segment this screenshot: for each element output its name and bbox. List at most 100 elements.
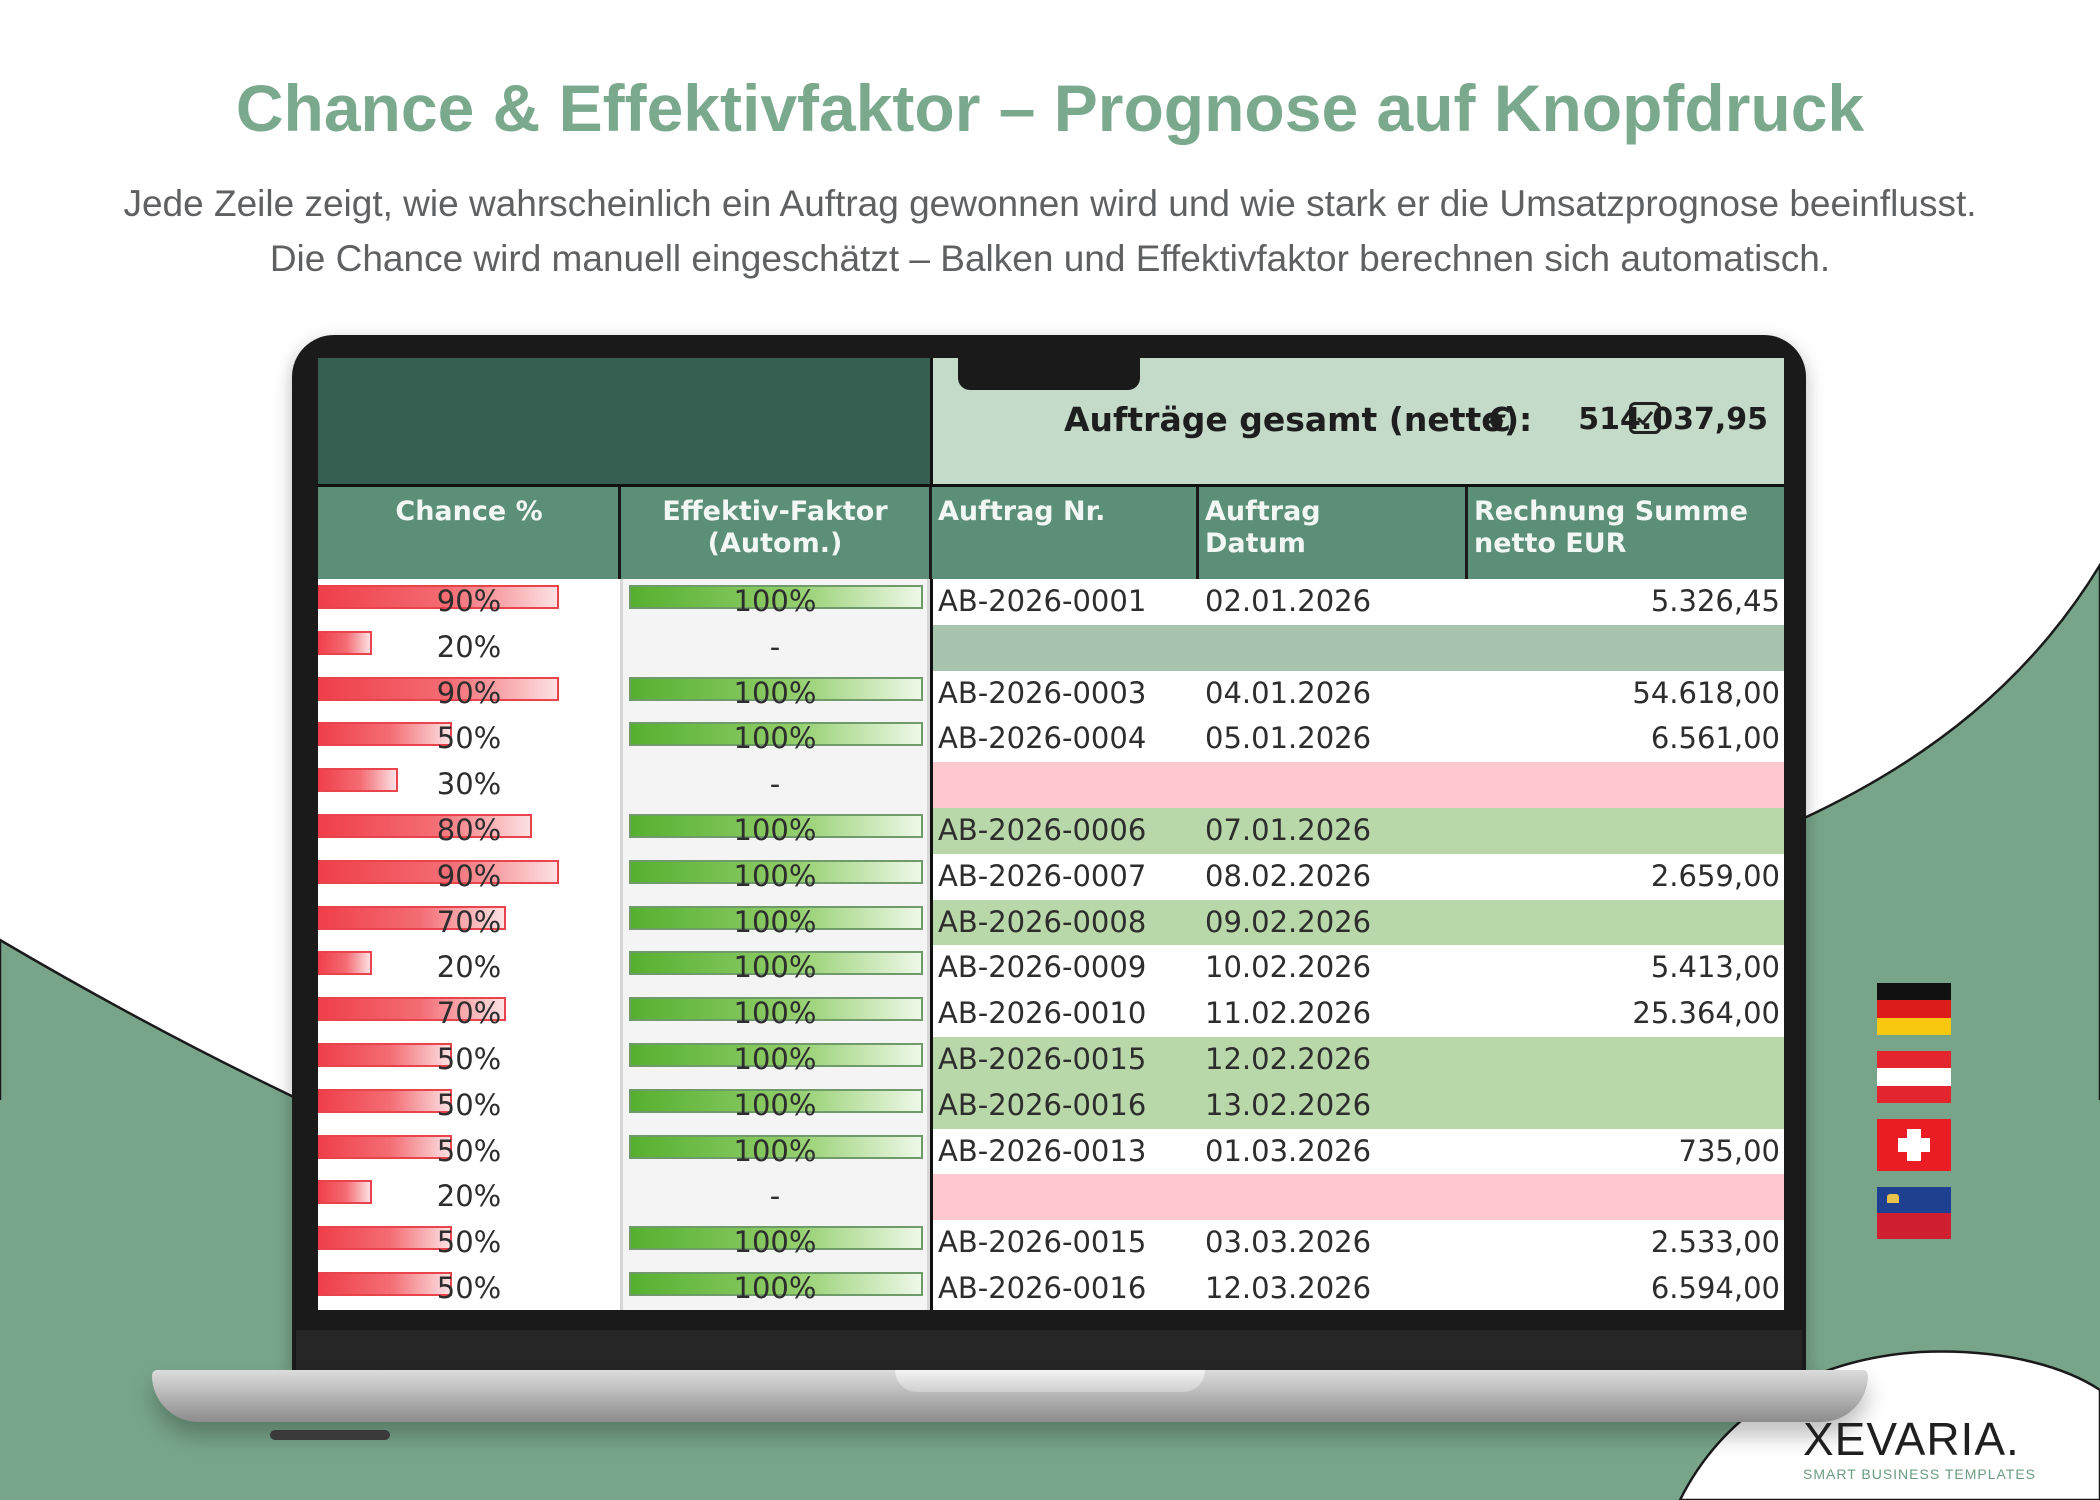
order-data-cell[interactable]: AB-2026-0006 07.01.2026	[930, 807, 1784, 854]
order-number: AB-2026-0006	[938, 812, 1147, 847]
column-header-datum[interactable]: Auftrag Datum	[1205, 487, 1465, 579]
order-number: AB-2026-0008	[938, 904, 1147, 939]
table-row[interactable]: 50% 100% AB-2026-0016 12.03.2026 6.594,00	[318, 1265, 1784, 1310]
order-data-cell[interactable]	[930, 1174, 1784, 1221]
order-data-cell[interactable]: AB-2026-0008 09.02.2026	[930, 899, 1784, 946]
faktor-bar	[629, 905, 923, 930]
order-date: 10.02.2026	[1205, 950, 1372, 985]
order-number: AB-2026-0015	[938, 1041, 1147, 1076]
faktor-bar	[629, 1271, 923, 1296]
table-row[interactable]: 50% 100% AB-2026-0013 01.03.2026 735,00	[318, 1128, 1784, 1175]
column-divider	[618, 487, 621, 579]
chance-value: 50%	[436, 1225, 502, 1260]
chance-cell[interactable]: 50%	[318, 1036, 620, 1083]
table-row[interactable]: 30% -	[318, 762, 1784, 808]
order-data-cell[interactable]: AB-2026-0013 01.03.2026 735,00	[930, 1128, 1784, 1175]
chance-cell[interactable]: 30%	[318, 762, 620, 808]
invoice-sum: 5.413,00	[1650, 950, 1780, 985]
order-data-cell[interactable]: AB-2026-0003 04.01.2026 54.618,00	[930, 670, 1784, 717]
chance-value: 30%	[436, 767, 502, 802]
chance-cell[interactable]: 50%	[318, 1082, 620, 1129]
page-subtitle-line-1: Jede Zeile zeigt, wie wahrscheinlich ein…	[123, 183, 1977, 224]
chance-bar	[318, 1134, 452, 1159]
column-header-faktor-sublabel: (Autom.)	[707, 528, 843, 559]
chance-cell[interactable]: 80%	[318, 807, 620, 854]
table-row[interactable]: 70% 100% AB-2026-0008 09.02.2026	[318, 899, 1784, 946]
chance-bar	[318, 1042, 452, 1067]
chance-cell[interactable]: 20%	[318, 1174, 620, 1221]
column-divider	[1465, 487, 1468, 579]
faktor-bar	[629, 997, 923, 1022]
chance-cell[interactable]: 20%	[318, 624, 620, 671]
order-number: AB-2026-0010	[938, 996, 1147, 1031]
order-data-cell[interactable]: AB-2026-0004 05.01.2026 6.561,00	[930, 716, 1784, 763]
order-data-cell[interactable]	[930, 624, 1784, 671]
order-date: 01.03.2026	[1205, 1133, 1372, 1168]
chance-cell[interactable]: 70%	[318, 991, 620, 1037]
chance-cell[interactable]: 70%	[318, 899, 620, 946]
invoice-sum: 54.618,00	[1632, 675, 1780, 710]
chance-bar	[318, 813, 532, 838]
table-row[interactable]: 20% -	[318, 624, 1784, 671]
column-header-summe[interactable]: Rechnung Summe netto EUR	[1474, 487, 1784, 579]
table-row[interactable]: 90% 100% AB-2026-0007 08.02.2026 2.659,00	[318, 853, 1784, 900]
order-number: AB-2026-0003	[938, 675, 1147, 710]
chance-cell[interactable]: 50%	[318, 1265, 620, 1310]
column-header-row: Chance % Effektiv-Faktor (Autom.) Auftra…	[318, 487, 1784, 579]
order-number: AB-2026-0001	[938, 584, 1147, 618]
chance-cell[interactable]: 50%	[318, 1128, 620, 1175]
column-header-faktor[interactable]: Effektiv-Faktor (Autom.)	[620, 487, 930, 579]
chance-cell[interactable]: 90%	[318, 853, 620, 900]
chance-cell[interactable]: 50%	[318, 1220, 620, 1266]
chance-cell[interactable]: 50%	[318, 716, 620, 763]
faktor-cell: 100%	[620, 1082, 930, 1129]
order-date: 07.01.2026	[1205, 812, 1372, 847]
order-data-cell[interactable]: AB-2026-0016 13.02.2026	[930, 1082, 1784, 1129]
order-data-cell[interactable]: AB-2026-0015 12.02.2026	[930, 1036, 1784, 1083]
brand-logo: XEVARIA.	[1803, 1413, 2020, 1465]
invoice-sum: 5.326,45	[1650, 584, 1780, 618]
chance-cell[interactable]: 20%	[318, 945, 620, 992]
column-header-auftrag-nr[interactable]: Auftrag Nr.	[938, 487, 1198, 579]
logo-badge-shape	[1678, 1350, 2100, 1500]
order-date: 02.01.2026	[1205, 584, 1372, 618]
table-row[interactable]: 90% 100% AB-2026-0001 02.01.2026 5.326,45	[318, 579, 1784, 625]
faktor-cell: 100%	[620, 1265, 930, 1310]
column-header-chance[interactable]: Chance %	[318, 487, 620, 579]
table-row[interactable]: 70% 100% AB-2026-0010 11.02.2026 25.364,00	[318, 991, 1784, 1037]
order-data-cell[interactable]: AB-2026-0010 11.02.2026 25.364,00	[930, 991, 1784, 1037]
order-data-cell[interactable]: AB-2026-0001 02.01.2026 5.326,45	[930, 579, 1784, 625]
faktor-cell: -	[620, 624, 930, 671]
order-data-cell[interactable]	[930, 762, 1784, 808]
chance-cell[interactable]: 90%	[318, 579, 620, 625]
chance-bar	[318, 676, 559, 701]
table-row[interactable]: 20% 100% AB-2026-0009 10.02.2026 5.413,00	[318, 945, 1784, 992]
faktor-value: 100%	[733, 904, 817, 939]
table-row[interactable]: 50% 100% AB-2026-0016 13.02.2026	[318, 1082, 1784, 1129]
column-header-datum-sublabel: Datum	[1205, 528, 1306, 559]
column-divider	[1196, 487, 1199, 579]
faktor-value: 100%	[733, 950, 817, 985]
faktor-cell: 100%	[620, 1220, 930, 1266]
table-row[interactable]: 50% 100% AB-2026-0015 03.03.2026 2.533,00	[318, 1220, 1784, 1266]
order-data-cell[interactable]: AB-2026-0016 12.03.2026 6.594,00	[930, 1265, 1784, 1310]
chance-cell[interactable]: 90%	[318, 670, 620, 717]
faktor-bar	[629, 1042, 923, 1067]
switzerland-flag-icon	[1877, 1119, 1951, 1171]
table-row[interactable]: 80% 100% AB-2026-0006 07.01.2026	[318, 807, 1784, 854]
faktor-value: -	[769, 1179, 781, 1214]
checkbox-icon[interactable]	[1629, 402, 1661, 434]
faktor-bar	[629, 1226, 923, 1251]
order-date: 08.02.2026	[1205, 858, 1372, 893]
table-row[interactable]: 90% 100% AB-2026-0003 04.01.2026 54.618,00	[318, 670, 1784, 717]
order-data-cell[interactable]: AB-2026-0007 08.02.2026 2.659,00	[930, 853, 1784, 900]
order-data-cell[interactable]: AB-2026-0009 10.02.2026 5.413,00	[930, 945, 1784, 992]
faktor-bar	[629, 1134, 923, 1159]
faktor-value: 100%	[733, 1087, 817, 1122]
table-row[interactable]: 50% 100% AB-2026-0004 05.01.2026 6.561,00	[318, 716, 1784, 763]
faktor-value: 100%	[733, 1133, 817, 1168]
table-row[interactable]: 20% -	[318, 1174, 1784, 1221]
chance-bar	[318, 1180, 372, 1205]
order-data-cell[interactable]: AB-2026-0015 03.03.2026 2.533,00	[930, 1220, 1784, 1266]
table-row[interactable]: 50% 100% AB-2026-0015 12.02.2026	[318, 1036, 1784, 1083]
